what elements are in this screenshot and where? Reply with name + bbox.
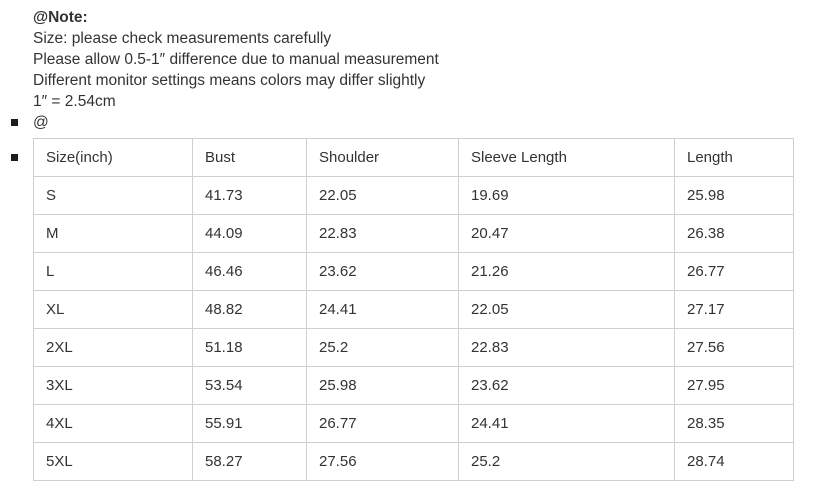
table-cell: S xyxy=(33,176,193,215)
table-cell: 27.17 xyxy=(674,290,794,329)
table-cell: 41.73 xyxy=(192,176,307,215)
table-cell: 24.41 xyxy=(458,404,675,443)
note-block: @Note: Size: please check measurements c… xyxy=(33,7,826,112)
note-line: Please allow 0.5-1″ difference due to ma… xyxy=(33,51,439,68)
table-row: XL 48.82 24.41 22.05 27.17 xyxy=(33,290,794,329)
note-title: @Note: xyxy=(33,9,88,26)
at-symbol-text: @ xyxy=(33,114,49,131)
table-cell: 46.46 xyxy=(192,252,307,291)
table-cell: XL xyxy=(33,290,193,329)
table-cell: 48.82 xyxy=(192,290,307,329)
table-cell: 23.62 xyxy=(458,366,675,405)
column-header-sleeve-length: Sleeve Length xyxy=(458,138,675,177)
square-bullet-icon xyxy=(11,119,18,126)
table-cell: 3XL xyxy=(33,366,193,405)
table-cell: 58.27 xyxy=(192,442,307,481)
table-cell: M xyxy=(33,214,193,253)
table-row: M 44.09 22.83 20.47 26.38 xyxy=(33,214,794,253)
column-header-length: Length xyxy=(674,138,794,177)
table-cell: 23.62 xyxy=(306,252,459,291)
size-chart-page: @Note: Size: please check measurements c… xyxy=(0,7,826,503)
size-table-container: Size(inch) Bust Shoulder Sleeve Length L… xyxy=(11,138,794,481)
table-cell: 25.98 xyxy=(306,366,459,405)
table-cell: L xyxy=(33,252,193,291)
table-cell: 44.09 xyxy=(192,214,307,253)
table-cell: 22.05 xyxy=(306,176,459,215)
table-cell: 20.47 xyxy=(458,214,675,253)
table-cell: 24.41 xyxy=(306,290,459,329)
table-cell: 27.95 xyxy=(674,366,794,405)
table-cell: 22.83 xyxy=(306,214,459,253)
note-line: 1″ = 2.54cm xyxy=(33,93,116,110)
table-cell: 2XL xyxy=(33,328,193,367)
column-header-bust: Bust xyxy=(192,138,307,177)
table-cell: 26.77 xyxy=(306,404,459,443)
table-cell: 26.38 xyxy=(674,214,794,253)
table-cell: 26.77 xyxy=(674,252,794,291)
table-row: 2XL 51.18 25.2 22.83 27.56 xyxy=(33,328,794,367)
at-symbol-line: @ xyxy=(11,112,826,133)
square-bullet-icon xyxy=(11,154,18,161)
table-row: S 41.73 22.05 19.69 25.98 xyxy=(33,176,794,215)
table-cell: 53.54 xyxy=(192,366,307,405)
table-cell: 19.69 xyxy=(458,176,675,215)
table-cell: 25.98 xyxy=(674,176,794,215)
note-line: Different monitor settings means colors … xyxy=(33,72,426,89)
column-header-shoulder: Shoulder xyxy=(306,138,459,177)
table-row: 3XL 53.54 25.98 23.62 27.95 xyxy=(33,366,794,405)
table-cell: 25.2 xyxy=(458,442,675,481)
size-measurements-table: Size(inch) Bust Shoulder Sleeve Length L… xyxy=(33,138,794,481)
table-row: 5XL 58.27 27.56 25.2 28.74 xyxy=(33,442,794,481)
table-cell: 28.35 xyxy=(674,404,794,443)
table-cell: 22.83 xyxy=(458,328,675,367)
table-cell: 51.18 xyxy=(192,328,307,367)
table-cell: 22.05 xyxy=(458,290,675,329)
table-cell: 4XL xyxy=(33,404,193,443)
table-cell: 55.91 xyxy=(192,404,307,443)
table-cell: 25.2 xyxy=(306,328,459,367)
note-line: Size: please check measurements carefull… xyxy=(33,30,332,47)
table-row: L 46.46 23.62 21.26 26.77 xyxy=(33,252,794,291)
column-header-size: Size(inch) xyxy=(33,138,193,177)
table-cell: 27.56 xyxy=(674,328,794,367)
table-cell: 5XL xyxy=(33,442,193,481)
table-cell: 21.26 xyxy=(458,252,675,291)
header-row: Size(inch) Bust Shoulder Sleeve Length L… xyxy=(33,138,794,177)
table-cell: 27.56 xyxy=(306,442,459,481)
table-row: 4XL 55.91 26.77 24.41 28.35 xyxy=(33,404,794,443)
table-cell: 28.74 xyxy=(674,442,794,481)
